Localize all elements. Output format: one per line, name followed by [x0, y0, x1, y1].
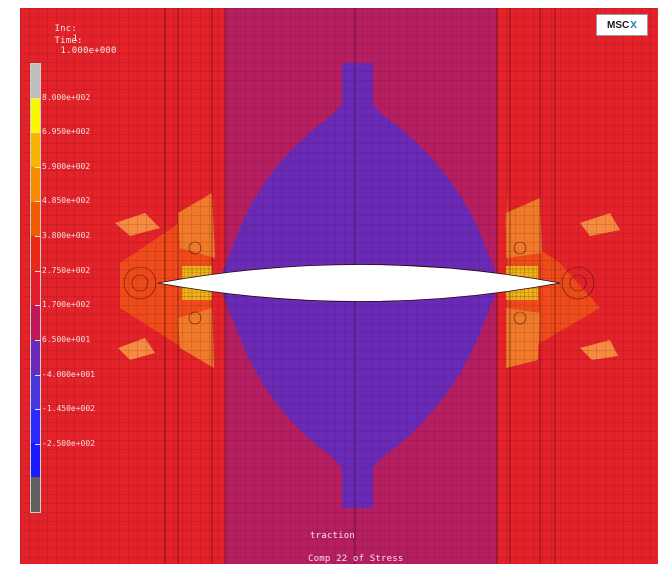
stress-color-legend	[30, 63, 41, 513]
legend-swatch	[31, 202, 40, 236]
logo-x-icon: X	[630, 20, 637, 31]
legend-swatch	[31, 374, 40, 408]
stress-contour-plot	[20, 8, 658, 564]
legend-tick-label: 6.500e+001	[42, 335, 90, 344]
legend-tick-label: 6.950e+002	[42, 127, 90, 136]
legend-swatch	[31, 167, 40, 201]
legend-swatch	[31, 443, 40, 477]
legend-tick-label: 1.700e+002	[42, 300, 90, 309]
legend-tick-label: 4.850e+002	[42, 196, 90, 205]
legend-swatch	[31, 133, 40, 167]
time-value: 1.000e+000	[60, 46, 116, 56]
legend-swatch	[31, 271, 40, 305]
legend-swatch	[31, 236, 40, 270]
logo-text: MSC	[607, 20, 629, 31]
legend-swatch	[31, 98, 40, 132]
legend-tick-label: 8.000e+002	[42, 93, 90, 102]
legend-tick-label: 3.800e+002	[42, 231, 90, 240]
fem-viewport[interactable]: Inc: 1 Time: 1.000e+000 MSC X 8.000e+002 6…	[20, 8, 658, 564]
legend-swatch	[31, 409, 40, 443]
msc-logo: MSC X	[596, 14, 648, 36]
legend-swatch	[31, 305, 40, 339]
job-name: traction	[310, 531, 355, 541]
time-readout: Time: 1.000e+000	[32, 26, 117, 66]
legend-swatch	[31, 477, 40, 511]
time-label: Time:	[54, 36, 82, 46]
legend-swatch	[31, 64, 40, 98]
legend-swatch	[31, 340, 40, 374]
legend-tick-label: -1.450e+002	[42, 404, 95, 413]
legend-tick-label: 2.750e+002	[42, 266, 90, 275]
legend-tick-label: -2.500e+002	[42, 439, 95, 448]
legend-tick-label: -4.000e+001	[42, 370, 95, 379]
result-quantity: Comp 22 of Stress	[308, 554, 404, 564]
legend-tick-label: 5.900e+002	[42, 162, 90, 171]
